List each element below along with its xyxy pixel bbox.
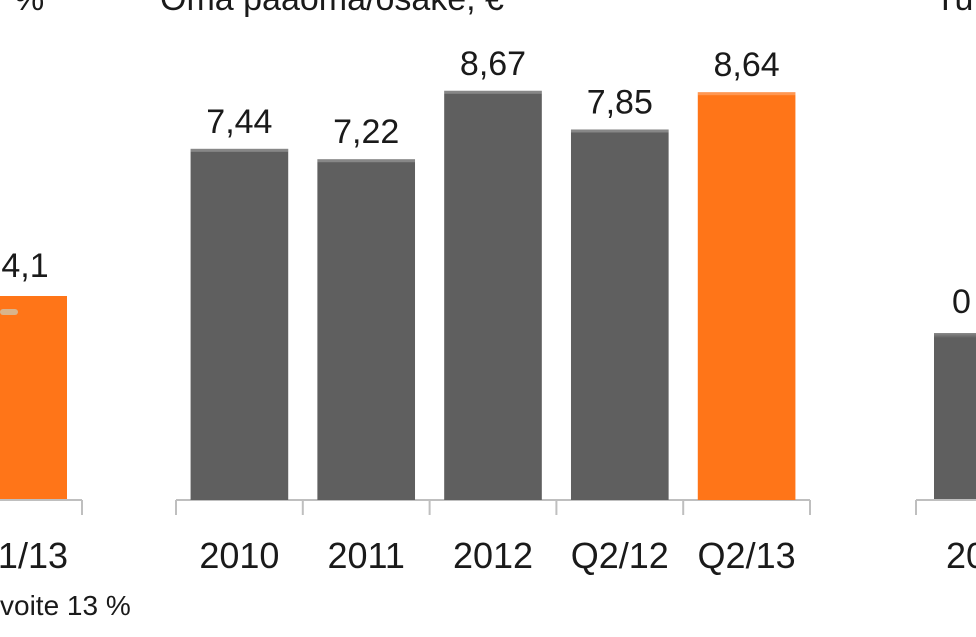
chart-title: Oma pääoma/osake, € [160,0,504,18]
bar-highlight [191,149,289,152]
left-marker [0,309,18,315]
bar [571,129,669,500]
right-category: 20 [946,535,976,576]
bar [191,149,289,500]
bar-highlight [698,92,796,95]
left-bar [0,296,67,500]
x-tick-label: Q2/12 [571,535,669,576]
left-partial-chart: % 4,1 1/13 voite 13 % [0,0,131,621]
bar [444,91,542,500]
x-tick-label: 2011 [327,535,404,576]
left-value-label: 4,1 [1,247,48,285]
bar-highlight [444,91,542,94]
bar [698,92,796,500]
value-label: 8,64 [714,46,780,84]
right-partial-chart: Tu 0 20 [916,0,976,576]
left-note: voite 13 % [0,590,131,621]
value-label: 8,67 [460,45,526,83]
right-value-label: 0 [952,283,971,321]
x-tick-label: Q2/13 [698,535,796,576]
x-tick-label: 2012 [453,535,533,576]
x-tick-label: 2010 [199,535,279,576]
bar-highlight [571,129,669,132]
right-bar [934,333,976,500]
value-label: 7,22 [333,113,399,151]
left-chart-title: % [14,0,44,18]
bar [317,159,415,500]
right-chart-title: Tu [935,0,973,18]
value-label: 7,85 [587,83,653,121]
left-category: 1/13 [0,535,68,576]
value-label: 7,44 [206,103,272,141]
bar-highlight [317,159,415,162]
